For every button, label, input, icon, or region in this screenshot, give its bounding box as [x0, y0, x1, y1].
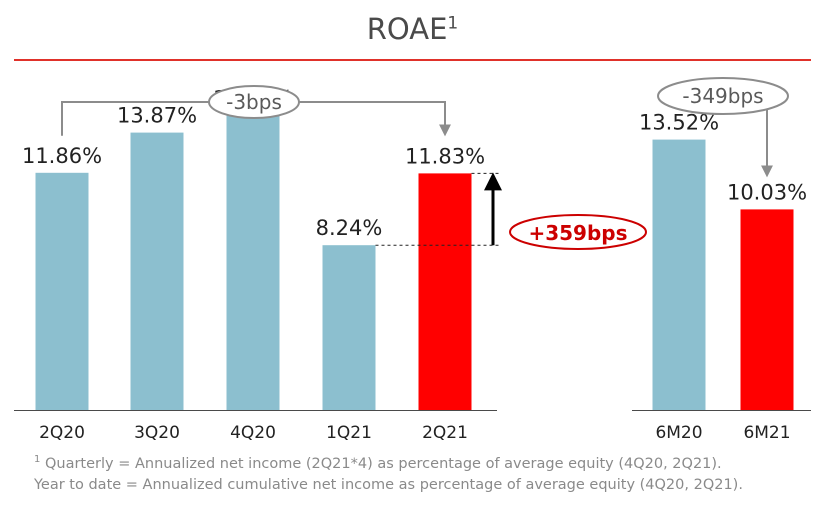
- tick-label-6m21: 6M21: [743, 423, 790, 443]
- bar-3q20: [130, 132, 184, 410]
- tick-label-1q21: 1Q21: [326, 423, 372, 443]
- tick-label-4q20: 4Q20: [230, 423, 276, 443]
- data-label-6m20: 13.52%: [639, 111, 719, 135]
- yoy-quarter-oval: [208, 85, 300, 119]
- title-divider: [14, 59, 811, 61]
- footnote-marker: 1: [34, 454, 41, 465]
- qoq-label: +359bps: [528, 221, 627, 245]
- tick-label-3q20: 3Q20: [134, 423, 180, 443]
- bar-6m20: [652, 139, 706, 410]
- footnote-line-1: 1 Quarterly = Annualized net income (2Q2…: [34, 449, 814, 475]
- data-label-3q20: 13.87%: [117, 104, 197, 128]
- chart-title-footnote-marker: 1: [447, 13, 459, 34]
- data-label-2q21: 11.83%: [405, 144, 485, 168]
- tick-label-2q21: 2Q21: [422, 423, 468, 443]
- tick-label-2q20: 2Q20: [39, 423, 85, 443]
- footnote-line-2: Year to date = Annualized cumulative net…: [34, 476, 743, 493]
- qoq-oval: [509, 214, 647, 250]
- footnote-line-1-text: Quarterly = Annualized net income (2Q21*…: [44, 455, 722, 472]
- data-label-1q21: 8.24%: [316, 216, 383, 240]
- bar-1q21: [322, 245, 376, 410]
- bar-2q20: [35, 172, 89, 410]
- data-label-2q20: 11.86%: [22, 144, 102, 168]
- tick-label-6m20: 6M20: [655, 423, 702, 443]
- data-label-6m21: 10.03%: [727, 180, 807, 204]
- footnote: 1 Quarterly = Annualized net income (2Q2…: [34, 449, 814, 496]
- roae-bar-chart: 11.86%2Q2013.87%3Q2014.73%4Q208.24%1Q211…: [14, 77, 811, 443]
- bar-4q20: [226, 115, 280, 411]
- yoy-half-oval: [657, 77, 789, 115]
- yoy-half-label: -349bps: [682, 84, 763, 108]
- bar-6m21: [740, 209, 794, 410]
- chart-title-text: ROAE: [366, 12, 448, 46]
- bar-2q21: [418, 173, 472, 410]
- chart-title: ROAE1: [0, 12, 825, 46]
- yoy-quarter-label: -3bps: [226, 90, 282, 114]
